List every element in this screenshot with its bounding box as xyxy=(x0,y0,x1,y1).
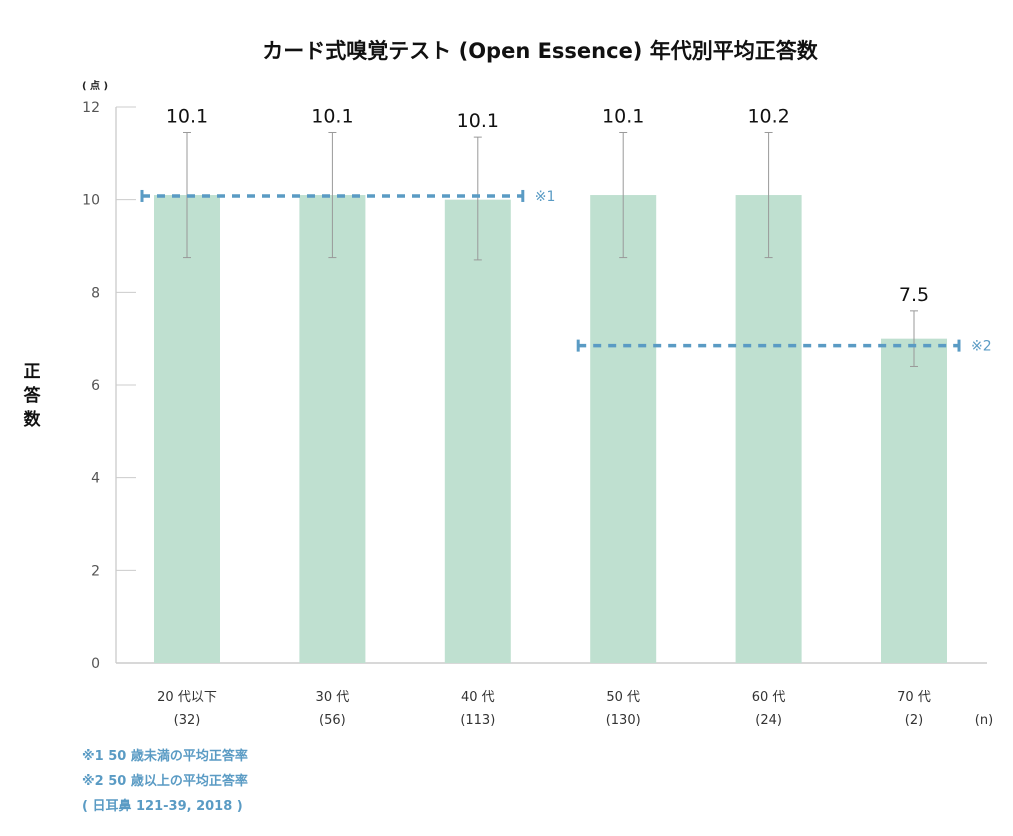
y-unit-label: ( 点 ) xyxy=(82,79,108,92)
y-tick-label: 4 xyxy=(91,471,100,487)
y-tick-label: 8 xyxy=(91,285,100,301)
y-tick-label: 2 xyxy=(91,563,100,579)
bar xyxy=(299,195,366,664)
x-category-label: 40 代 xyxy=(461,690,495,705)
y-tick-label: 10 xyxy=(82,193,100,209)
data-label: 10.1 xyxy=(311,105,353,127)
x-n-label: (24) xyxy=(755,713,782,728)
y-axis-label-2: 答 xyxy=(24,385,42,406)
data-label: 10.1 xyxy=(166,105,208,127)
footnote-source: ( 日耳鼻 121-39, 2018 ) xyxy=(82,798,243,814)
x-n-label: (2) xyxy=(905,713,923,728)
footnote-1: ※1 50 歳未満の平均正答率 xyxy=(82,748,248,764)
x-n-label: (56) xyxy=(319,713,346,728)
data-label: 7.5 xyxy=(899,284,929,306)
x-category-label: 60 代 xyxy=(752,690,786,705)
bar xyxy=(590,195,657,664)
x-category-label: 50 代 xyxy=(606,690,640,705)
data-label: 10.1 xyxy=(602,105,644,127)
bar xyxy=(154,195,220,664)
x-category-label: 20 代以下 xyxy=(157,690,217,705)
bar xyxy=(881,338,947,663)
bar xyxy=(735,195,802,664)
chart-title: カード式嗅覚テスト (Open Essence) 年代別平均正答数 xyxy=(262,39,818,63)
y-axis-label-3: 数 xyxy=(24,409,42,430)
data-label: 10.2 xyxy=(747,105,789,127)
y-tick-label: 0 xyxy=(91,656,100,672)
reference-line-label: ※2 xyxy=(971,339,992,355)
x-category-label: 70 代 xyxy=(897,690,931,705)
x-n-label: (130) xyxy=(606,713,641,728)
n-axis-label: (n) xyxy=(975,713,993,728)
reference-line-label: ※1 xyxy=(535,189,556,205)
bar xyxy=(444,199,511,663)
x-n-label: (113) xyxy=(460,713,495,728)
y-axis-label-1: 正 xyxy=(24,362,41,382)
data-label: 10.1 xyxy=(457,110,499,132)
x-category-label: 30 代 xyxy=(316,690,350,705)
y-tick-label: 12 xyxy=(82,100,100,116)
footnote-2: ※2 50 歳以上の平均正答率 xyxy=(82,773,248,789)
y-tick-label: 6 xyxy=(91,378,100,394)
x-n-label: (32) xyxy=(174,713,201,728)
